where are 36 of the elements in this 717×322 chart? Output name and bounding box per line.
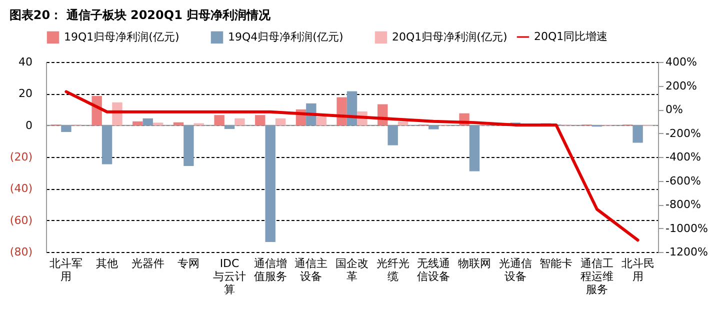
- x-tick-label: 国企改革: [336, 257, 368, 283]
- x-tick-label: 通信主设备: [294, 257, 328, 283]
- y-tick-label: (20): [10, 150, 32, 164]
- x-tick-label: 专网: [178, 257, 200, 270]
- x-tick-label: 智能卡: [540, 257, 573, 270]
- y2-tick-label: -200%: [666, 126, 701, 140]
- y2-tick-label: -600%: [666, 174, 701, 188]
- x-tick-label: 北斗民用: [621, 257, 654, 283]
- x-tick-label: 光器件: [131, 257, 164, 270]
- x-tick-label: 光通信设备: [498, 257, 532, 283]
- legend-label: 20Q1归母净利润(亿元): [392, 30, 508, 44]
- x-tick-label: 其他: [96, 257, 118, 270]
- x-tick-label: 北斗军用: [50, 257, 83, 283]
- y-tick-label: (80): [10, 246, 32, 258]
- x-tick-label: 物联网: [458, 257, 491, 270]
- y-tick-label: 0: [26, 118, 32, 132]
- legend-label: 19Q1归母净利润(亿元): [64, 30, 180, 44]
- y-tick-label: 40: [18, 56, 32, 68]
- y2-tick-label: -400%: [666, 150, 701, 164]
- legend-label: 20Q1同比增速: [534, 30, 608, 43]
- y-tick-label: 20: [18, 87, 32, 100]
- x-tick-label: IDC与云计算: [213, 257, 246, 296]
- y2-tick-label: -1200%: [666, 246, 708, 258]
- legend-label: 19Q4归母净利润(亿元): [228, 30, 344, 44]
- y2-tick-label: 0%: [666, 103, 683, 116]
- y-tick-label: (40): [10, 182, 32, 196]
- y2-tick-label: 400%: [666, 56, 697, 68]
- x-tick-label: 光纤光缆: [376, 257, 410, 283]
- y2-tick-label: -800%: [666, 198, 701, 211]
- y-tick-label: (60): [10, 214, 32, 227]
- x-tick-label: 通信工程运维服务: [580, 257, 614, 296]
- y2-tick-label: -1000%: [666, 222, 708, 235]
- chart-title: 图表20： 通信子板块 2020Q1 归母净利润情况: [9, 8, 272, 22]
- y2-tick-label: 200%: [666, 79, 697, 92]
- x-tick-label: 通信增值服务: [254, 257, 287, 283]
- x-tick-label: 无线通信设备: [417, 257, 450, 283]
